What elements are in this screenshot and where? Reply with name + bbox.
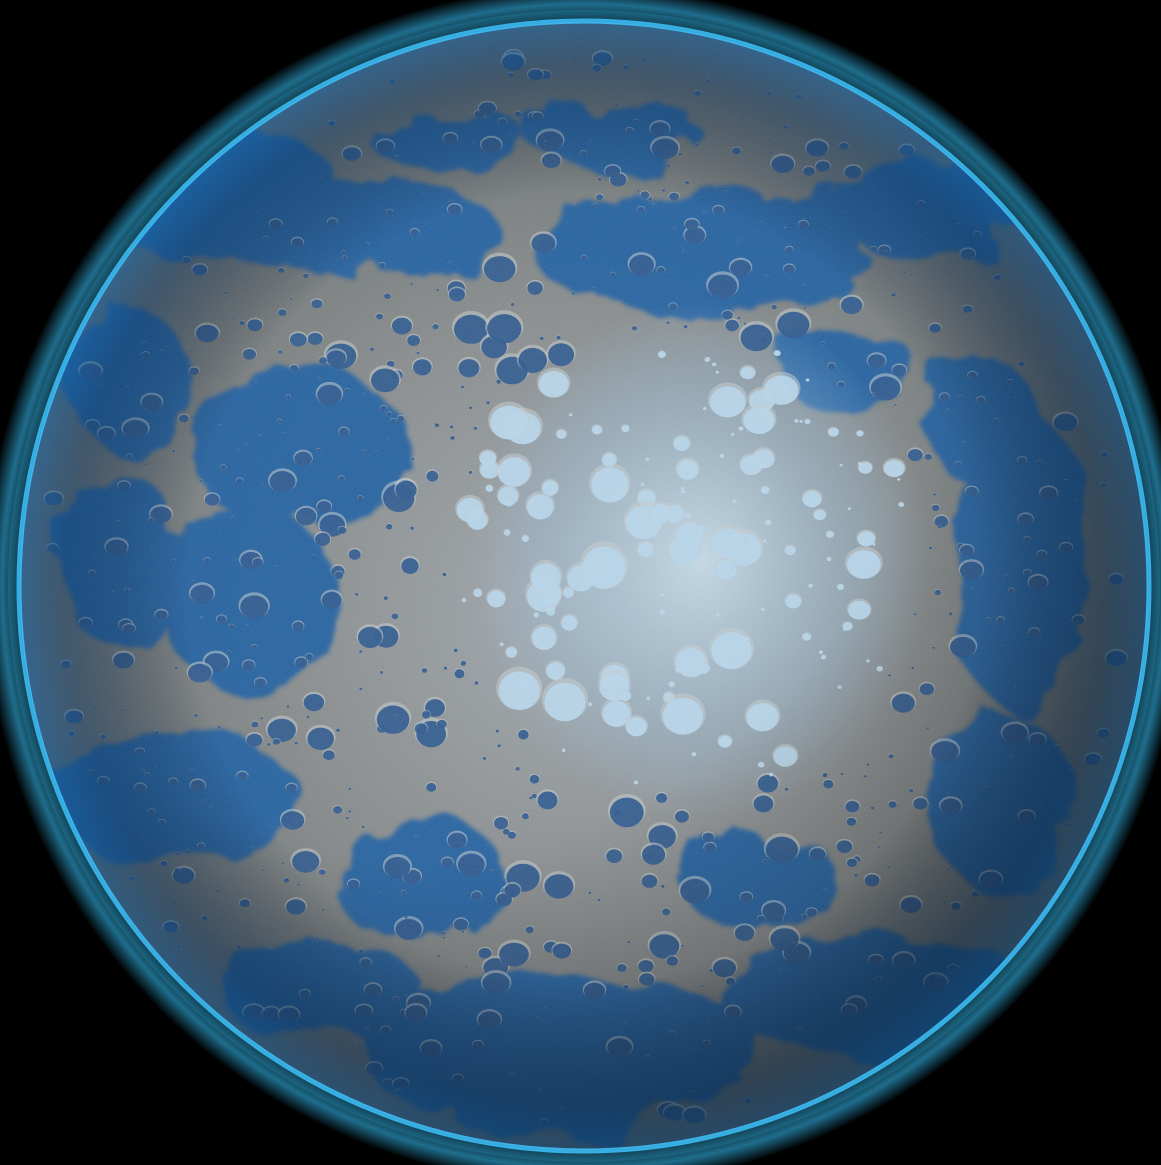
atmosphere-rim [16,18,1152,1154]
